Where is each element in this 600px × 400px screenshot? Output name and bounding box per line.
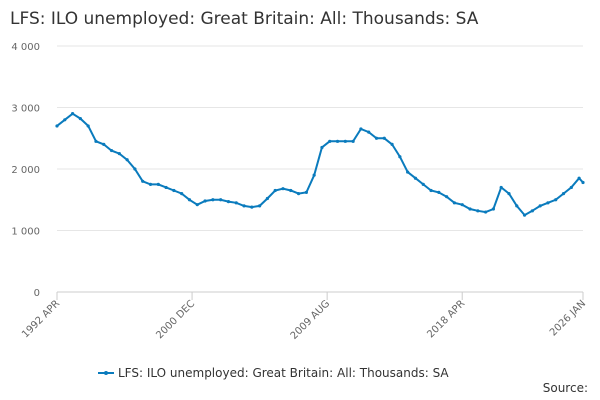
point [102,142,106,146]
point [156,182,160,186]
point [195,203,199,207]
point [538,204,542,208]
point [55,124,59,128]
point [468,207,472,211]
source: Source: [543,381,588,395]
point [421,182,425,186]
point [265,196,269,201]
point [203,199,207,203]
point [273,188,277,193]
point [390,142,394,146]
point [554,198,558,202]
point [437,190,441,194]
point [581,180,585,185]
point [250,205,254,209]
x-tick-label: 2026 JAN [548,298,588,338]
point [561,192,566,196]
y-tick-label: 0 [34,288,40,299]
x-tick-label: 2009 AUG [289,298,333,342]
point [413,176,418,180]
legend-label: LFS: ILO unemployed: Great Britain: All:… [118,366,449,380]
point [452,201,457,205]
point [94,139,98,143]
point [335,139,340,143]
point [507,192,511,196]
point [133,167,137,171]
point [374,136,379,140]
point [429,188,433,193]
point [187,198,192,202]
point [522,213,527,217]
point [515,204,519,208]
x-tick-label: 1992 APR [20,298,62,340]
point [141,179,145,183]
point [476,209,480,213]
point [546,201,550,205]
point [530,209,534,213]
point [164,185,168,190]
legend-marker [104,371,108,375]
point [483,210,488,214]
chart-title: LFS: ILO unemployed: Great Britain: All:… [10,9,479,29]
point [211,198,215,202]
point [234,201,238,205]
point [242,204,246,208]
point [491,207,495,211]
point [296,192,301,196]
point [343,139,347,143]
point [125,158,129,162]
point [304,190,308,194]
point [445,195,449,199]
y-tick-label: 1 000 [11,227,40,238]
point [117,152,121,156]
x-tick-label: 2018 APR [425,298,467,340]
point [180,192,184,196]
point [281,187,285,191]
point [460,203,464,207]
point [219,198,223,202]
point [289,188,293,193]
point [172,188,176,193]
point [359,127,363,131]
point [351,139,355,143]
point [382,136,386,140]
point [78,116,82,121]
point [320,145,324,150]
y-tick-label: 2 000 [11,165,40,176]
y-tick-label: 3 000 [11,104,40,115]
point [499,185,503,190]
point [328,139,332,143]
point [86,124,90,128]
point [70,112,75,116]
point [226,199,231,204]
point [406,170,410,174]
point [569,185,573,190]
point [577,176,581,180]
point [398,155,402,159]
point [148,182,153,186]
point [367,130,371,134]
point [312,173,316,177]
y-tick-label: 4 000 [11,42,40,53]
point [258,204,262,208]
x-tick-label: 2000 DEC [154,298,197,341]
point [63,118,67,122]
series-line [56,112,584,217]
point [109,148,114,153]
